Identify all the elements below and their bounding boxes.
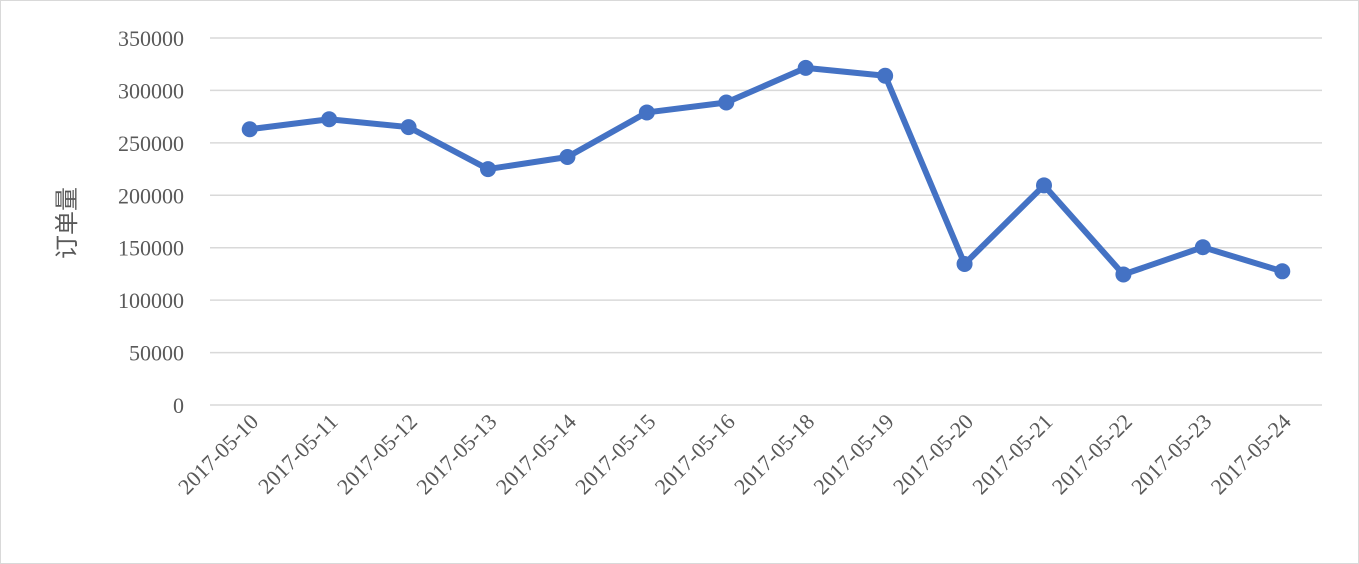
data-point	[400, 119, 417, 136]
x-tick-label: 2017-05-18	[729, 409, 819, 499]
y-tick-label: 350000	[118, 26, 184, 51]
y-tick-label: 100000	[118, 288, 184, 313]
x-tick-label: 2017-05-24	[1206, 409, 1296, 499]
x-axis-ticks: 2017-05-102017-05-112017-05-122017-05-13…	[173, 409, 1296, 499]
data-point	[1194, 239, 1211, 256]
data-point	[1115, 266, 1132, 283]
y-axis-ticks: 0 50000 100000 150000 200000 250000 300000 3500…	[118, 26, 184, 418]
x-tick-label: 2017-05-20	[888, 409, 978, 499]
data-point	[956, 255, 973, 272]
x-tick-label: 2017-05-23	[1126, 409, 1216, 499]
x-tick-label: 2017-05-21	[967, 409, 1057, 499]
x-tick-label: 2017-05-12	[332, 409, 422, 499]
y-tick-label: 250000	[118, 131, 184, 156]
series-line	[246, 64, 1286, 278]
data-point	[321, 111, 338, 128]
x-tick-label: 2017-05-13	[411, 409, 501, 499]
data-point	[559, 149, 576, 166]
y-tick-label: 200000	[118, 183, 184, 208]
x-tick-label: 2017-05-22	[1047, 409, 1137, 499]
y-tick-label: 0	[173, 393, 184, 418]
y-tick-label: 300000	[118, 78, 184, 103]
x-tick-label: 2017-05-11	[253, 409, 343, 499]
x-tick-label: 2017-05-15	[570, 409, 660, 499]
data-point	[1036, 177, 1052, 194]
y-tick-label: 150000	[118, 236, 184, 261]
data-point	[241, 121, 258, 138]
series-group	[241, 59, 1291, 283]
x-tick-label: 2017-05-16	[650, 409, 740, 499]
x-tick-label: 2017-05-14	[491, 409, 581, 499]
data-point	[718, 94, 735, 111]
y-tick-label: 50000	[129, 341, 184, 366]
data-point	[1274, 263, 1291, 280]
y-axis-title: 订单量	[53, 187, 81, 259]
data-point	[797, 59, 814, 76]
data-point	[638, 104, 655, 121]
data-point	[480, 161, 496, 178]
gridlines	[210, 37, 1322, 406]
data-point	[877, 67, 894, 84]
x-tick-label: 2017-05-10	[173, 409, 263, 499]
x-tick-label: 2017-05-19	[808, 409, 898, 499]
